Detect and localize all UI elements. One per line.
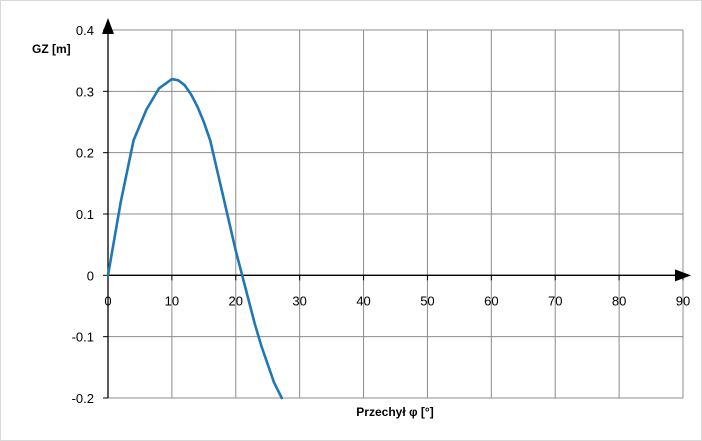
y-tick-label: 0.1 <box>76 207 94 222</box>
y-tick-label: -0.1 <box>72 330 94 345</box>
axes <box>102 18 691 399</box>
x-tick-label: 0 <box>104 293 111 308</box>
y-axis-title: GZ [m] <box>32 42 71 56</box>
x-tick-label: 60 <box>484 293 498 308</box>
y-axis-arrow <box>102 18 114 34</box>
y-tick-label: 0.4 <box>76 23 94 38</box>
x-tick-label: 30 <box>292 293 306 308</box>
x-tick-label: 20 <box>229 293 243 308</box>
x-tick-label: 10 <box>165 293 179 308</box>
y-tick-label: 0.2 <box>76 146 94 161</box>
x-tick-label: 90 <box>676 293 690 308</box>
x-tick-label: 70 <box>548 293 562 308</box>
x-tick-label: 80 <box>612 293 626 308</box>
x-axis-title: Przechył φ [°] <box>356 405 433 419</box>
gridlines <box>108 29 684 399</box>
y-tick-label: -0.2 <box>72 391 94 406</box>
y-tick-label: 0.3 <box>76 84 94 99</box>
y-tick-label: 0 <box>87 268 94 283</box>
x-tick-label: 50 <box>420 293 434 308</box>
x-tick-label: 40 <box>356 293 370 308</box>
series-line <box>106 77 284 400</box>
tick-labels: 0 10 20 30 40 50 60 70 80 90 -0.2 -0.1 0 0.1 0.2 0.3 0.4 <box>72 23 691 406</box>
series-group <box>106 77 284 400</box>
